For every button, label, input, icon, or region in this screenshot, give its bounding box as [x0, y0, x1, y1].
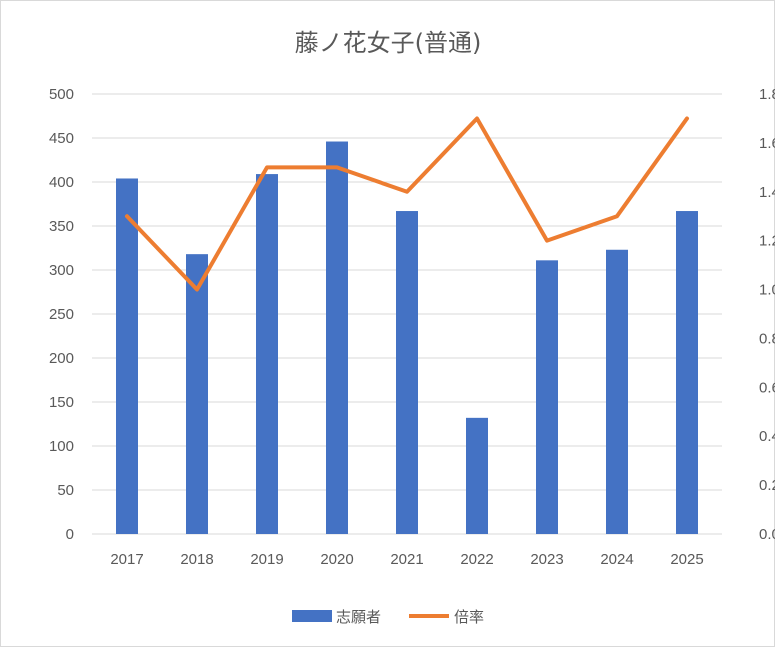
x-tick-label: 2024 — [600, 551, 633, 568]
left-tick-label: 350 — [49, 218, 74, 235]
left-tick-label: 400 — [49, 174, 74, 191]
bar — [186, 254, 208, 534]
bar — [396, 211, 418, 534]
legend-label: 志願者 — [336, 608, 381, 626]
right-tick-label: 0.6 — [759, 379, 775, 396]
x-axis-ticks: 2017 2018 2019 2020 2021 2022 2023 2024 2025 — [110, 551, 703, 568]
left-tick-label: 200 — [49, 350, 74, 367]
right-tick-label: 0.0 — [759, 526, 775, 543]
right-tick-label: 1.2 — [759, 233, 775, 250]
right-tick-label: 0.4 — [759, 428, 775, 445]
right-tick-label: 1.4 — [759, 184, 775, 201]
x-tick-label: 2025 — [670, 551, 703, 568]
right-tick-label: 1.0 — [759, 282, 775, 299]
bar — [466, 418, 488, 534]
bar-series — [116, 142, 698, 534]
x-tick-label: 2019 — [250, 551, 283, 568]
x-tick-label: 2022 — [460, 551, 493, 568]
x-tick-label: 2021 — [390, 551, 423, 568]
bar — [256, 174, 278, 534]
left-tick-label: 150 — [49, 394, 74, 411]
legend-label: 倍率 — [454, 608, 484, 626]
bar — [606, 250, 628, 534]
x-tick-label: 2023 — [530, 551, 563, 568]
x-tick-label: 2018 — [180, 551, 213, 568]
left-tick-label: 450 — [49, 130, 74, 147]
legend: 志願者 倍率 — [292, 608, 484, 626]
left-tick-label: 250 — [49, 306, 74, 323]
left-tick-label: 50 — [57, 482, 74, 499]
right-tick-label: 0.8 — [759, 330, 775, 347]
left-tick-label: 100 — [49, 438, 74, 455]
bar — [116, 178, 138, 534]
left-tick-label: 300 — [49, 262, 74, 279]
right-tick-label: 1.6 — [759, 135, 775, 152]
bar — [676, 211, 698, 534]
left-tick-label: 0 — [66, 526, 74, 543]
right-tick-label: 0.2 — [759, 477, 775, 494]
chart-title: 藤ノ花女子(普通) — [295, 29, 482, 57]
x-tick-label: 2017 — [110, 551, 143, 568]
left-axis-ticks: 0 50 100 150 200 250 300 350 400 450 500 — [49, 86, 74, 543]
bar — [326, 142, 348, 534]
right-axis-ticks: 0.0 0.2 0.4 0.6 0.8 1.0 1.2 1.4 1.6 1.8 — [759, 86, 775, 543]
right-tick-label: 1.8 — [759, 86, 775, 103]
left-tick-label: 500 — [49, 86, 74, 103]
bar — [536, 260, 558, 534]
legend-bar-swatch — [292, 610, 332, 622]
x-tick-label: 2020 — [320, 551, 353, 568]
